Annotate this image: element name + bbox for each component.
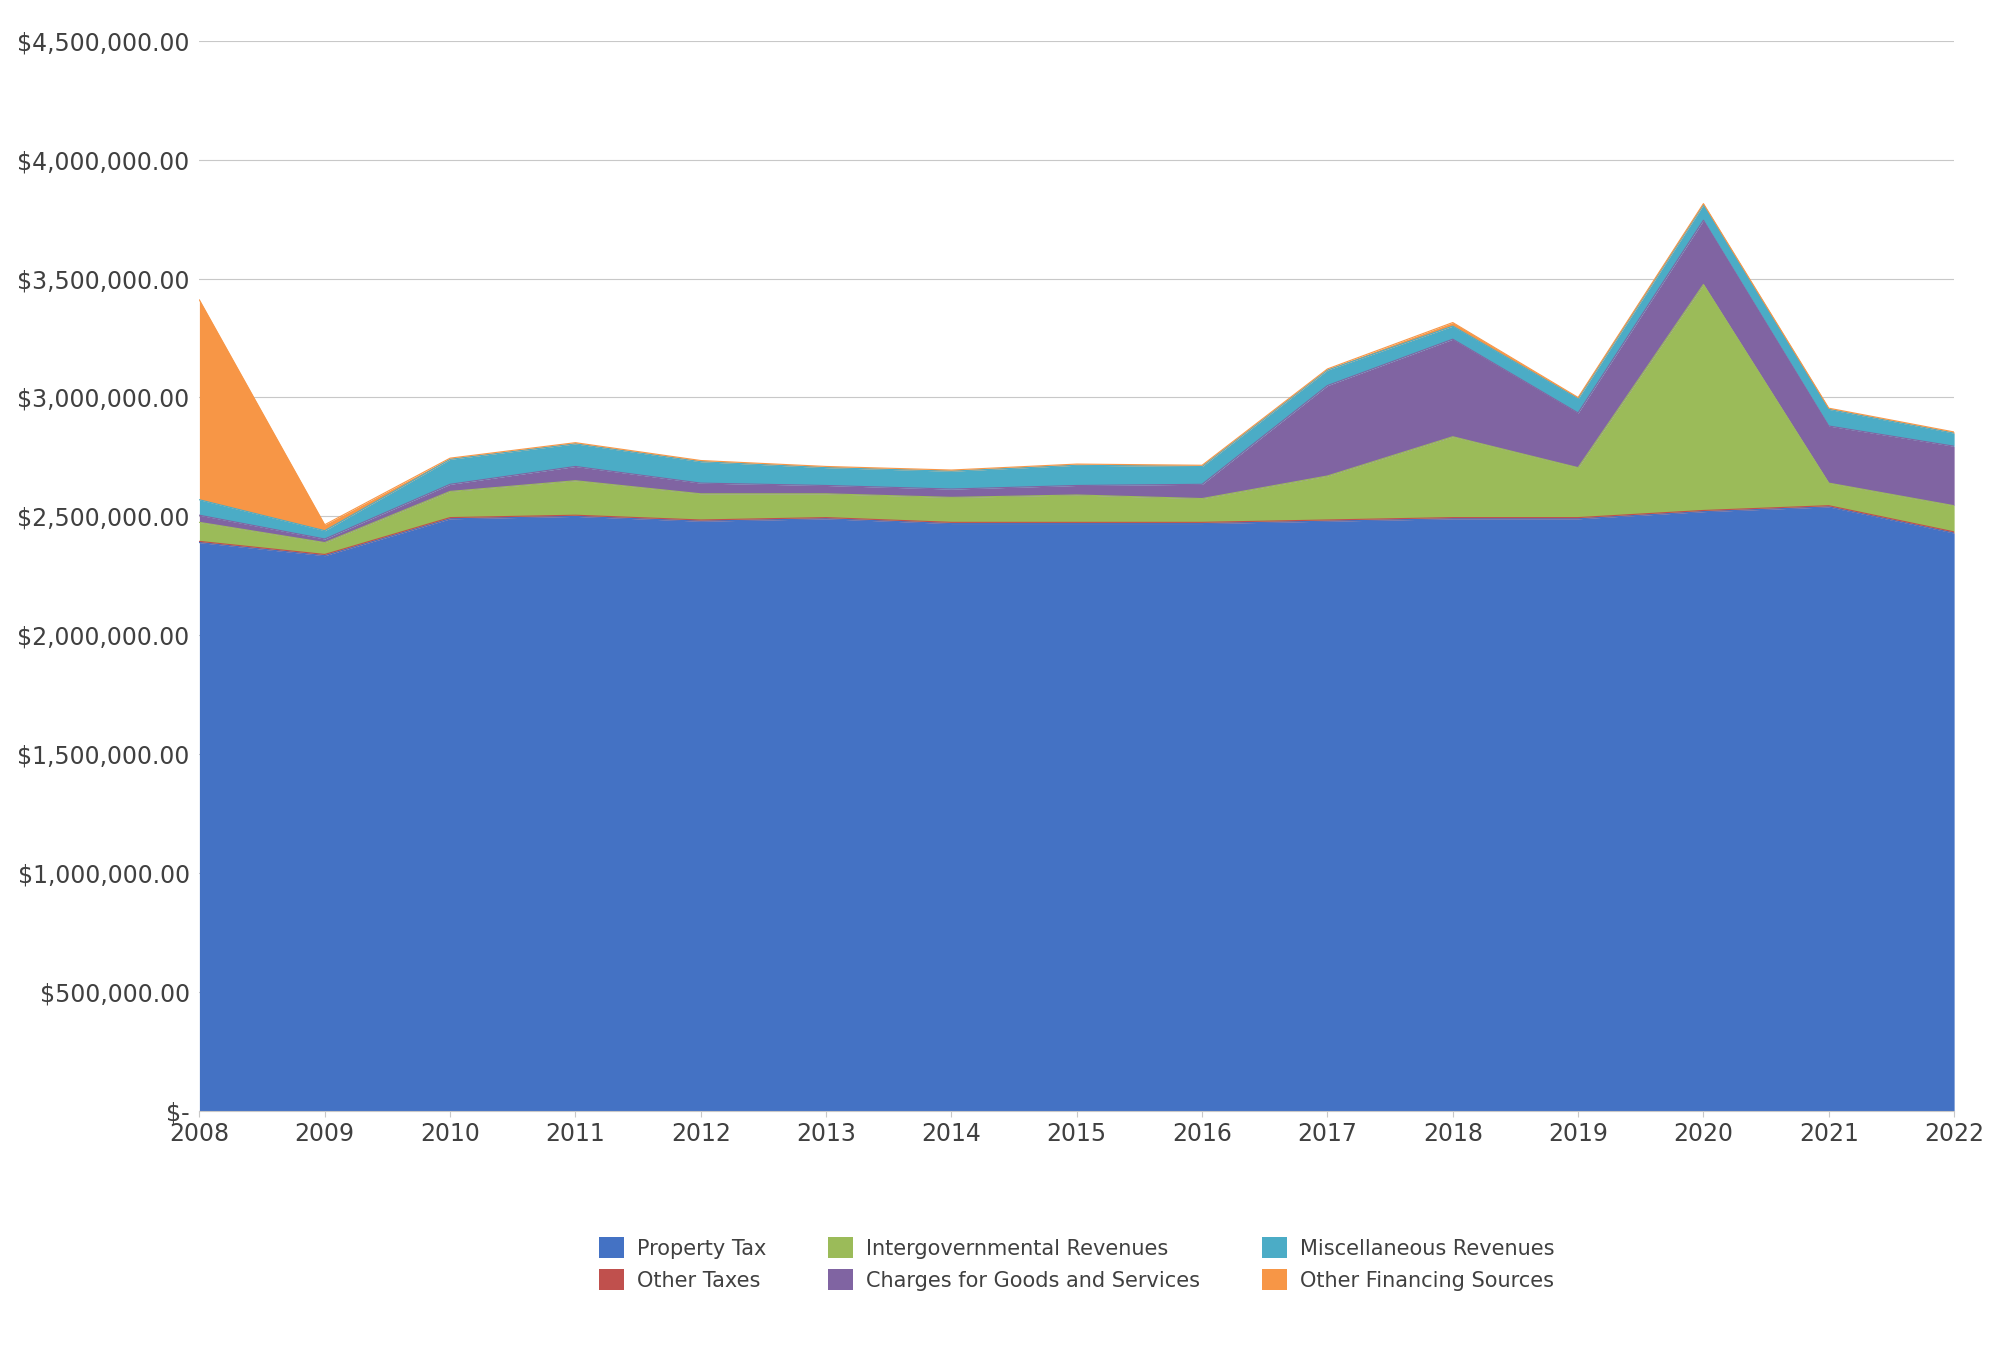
Legend: Property Tax, Other Taxes, Intergovernmental Revenues, Charges for Goods and Ser: Property Tax, Other Taxes, Intergovernme…	[590, 1229, 1563, 1299]
